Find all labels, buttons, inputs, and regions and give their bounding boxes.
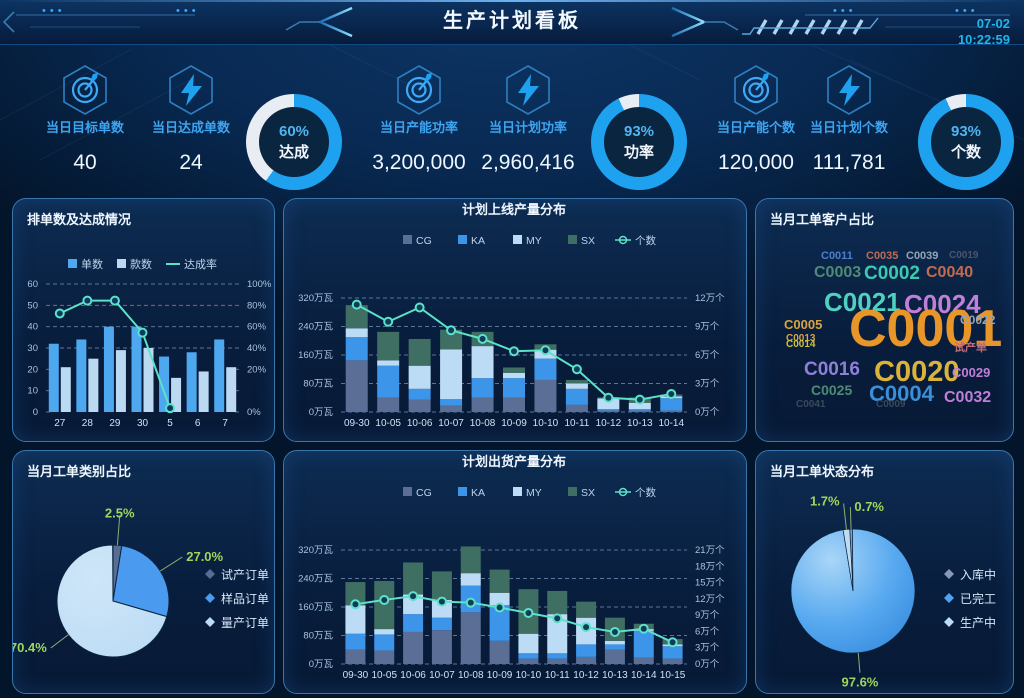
svg-text:10-13: 10-13 — [627, 418, 653, 429]
svg-text:10-13: 10-13 — [602, 670, 628, 681]
svg-text:0万个: 0万个 — [695, 407, 720, 418]
svg-text:计划出货产量分布: 计划出货产量分布 — [462, 454, 566, 469]
svg-text:CG: CG — [416, 235, 432, 247]
svg-text:0万瓦: 0万瓦 — [309, 659, 334, 670]
svg-text:3万个: 3万个 — [695, 379, 720, 390]
svg-text:0万瓦: 0万瓦 — [309, 407, 334, 418]
svg-text:6万个: 6万个 — [695, 626, 720, 637]
svg-text:320万瓦: 320万瓦 — [298, 293, 333, 304]
svg-text:10-12: 10-12 — [573, 670, 599, 681]
svg-text:MY: MY — [526, 487, 542, 499]
svg-text:5: 5 — [167, 418, 173, 429]
svg-text:30: 30 — [137, 418, 149, 429]
svg-text:10-11: 10-11 — [545, 670, 570, 681]
svg-text:60: 60 — [27, 279, 38, 290]
svg-text:10-09: 10-09 — [487, 670, 513, 681]
svg-text:21万个: 21万个 — [695, 545, 725, 556]
svg-text:SX: SX — [581, 235, 595, 247]
svg-text:60%: 60% — [247, 322, 267, 333]
svg-text:10-10: 10-10 — [533, 418, 559, 429]
svg-text:个数: 个数 — [635, 234, 656, 247]
svg-text:09-30: 09-30 — [344, 418, 370, 429]
svg-text:9万个: 9万个 — [695, 322, 720, 333]
svg-text:80万瓦: 80万瓦 — [303, 379, 333, 390]
svg-text:10-15: 10-15 — [660, 670, 686, 681]
svg-text:10-09: 10-09 — [501, 418, 527, 429]
svg-text:100%: 100% — [247, 279, 272, 290]
svg-text:10-07: 10-07 — [438, 418, 464, 429]
svg-text:10-14: 10-14 — [631, 670, 657, 681]
svg-text:计划上线产量分布: 计划上线产量分布 — [462, 202, 566, 217]
svg-text:40: 40 — [27, 322, 38, 333]
svg-text:12万个: 12万个 — [695, 594, 725, 605]
svg-text:MY: MY — [526, 235, 542, 247]
svg-text:10-11: 10-11 — [564, 418, 589, 429]
svg-text:0%: 0% — [247, 407, 261, 418]
svg-text:80%: 80% — [247, 300, 267, 311]
svg-text:20%: 20% — [247, 364, 267, 375]
svg-text:10: 10 — [27, 386, 38, 397]
svg-text:15万个: 15万个 — [695, 578, 725, 589]
svg-text:320万瓦: 320万瓦 — [298, 545, 333, 556]
svg-text:10-10: 10-10 — [516, 670, 542, 681]
svg-text:10-07: 10-07 — [429, 670, 455, 681]
svg-text:KA: KA — [471, 235, 485, 247]
svg-text:160万瓦: 160万瓦 — [298, 350, 333, 361]
svg-text:10-06: 10-06 — [400, 670, 426, 681]
svg-text:个数: 个数 — [635, 486, 656, 499]
svg-text:7: 7 — [222, 418, 228, 429]
svg-text:KA: KA — [471, 487, 485, 499]
svg-text:50: 50 — [27, 300, 38, 311]
svg-text:29: 29 — [109, 418, 121, 429]
svg-text:CG: CG — [416, 487, 432, 499]
svg-text:3万个: 3万个 — [695, 643, 720, 654]
svg-text:0万个: 0万个 — [695, 659, 720, 670]
svg-text:6万个: 6万个 — [695, 350, 720, 361]
svg-text:10-14: 10-14 — [658, 418, 684, 429]
svg-text:09-30: 09-30 — [343, 670, 369, 681]
svg-text:30: 30 — [27, 343, 38, 354]
svg-text:1.7%: 1.7% — [810, 494, 840, 509]
svg-text:12万个: 12万个 — [695, 293, 725, 304]
svg-text:18万个: 18万个 — [695, 561, 725, 572]
svg-text:0.7%: 0.7% — [854, 499, 884, 514]
svg-text:240万瓦: 240万瓦 — [298, 322, 333, 333]
svg-text:6: 6 — [195, 418, 201, 429]
svg-text:28: 28 — [82, 418, 94, 429]
svg-text:240万瓦: 240万瓦 — [298, 574, 333, 585]
svg-text:9万个: 9万个 — [695, 610, 720, 621]
svg-text:SX: SX — [581, 487, 595, 499]
svg-text:97.6%: 97.6% — [842, 675, 879, 690]
svg-text:10-05: 10-05 — [371, 670, 397, 681]
svg-text:160万瓦: 160万瓦 — [298, 602, 333, 613]
svg-text:10-08: 10-08 — [470, 418, 496, 429]
svg-text:27: 27 — [54, 418, 66, 429]
svg-text:10-06: 10-06 — [407, 418, 433, 429]
svg-text:10-08: 10-08 — [458, 670, 484, 681]
svg-text:40%: 40% — [247, 343, 267, 354]
svg-text:80万瓦: 80万瓦 — [303, 631, 333, 642]
svg-text:0: 0 — [33, 407, 38, 418]
svg-text:10-12: 10-12 — [596, 418, 622, 429]
svg-text:20: 20 — [27, 364, 38, 375]
svg-text:10-05: 10-05 — [375, 418, 401, 429]
